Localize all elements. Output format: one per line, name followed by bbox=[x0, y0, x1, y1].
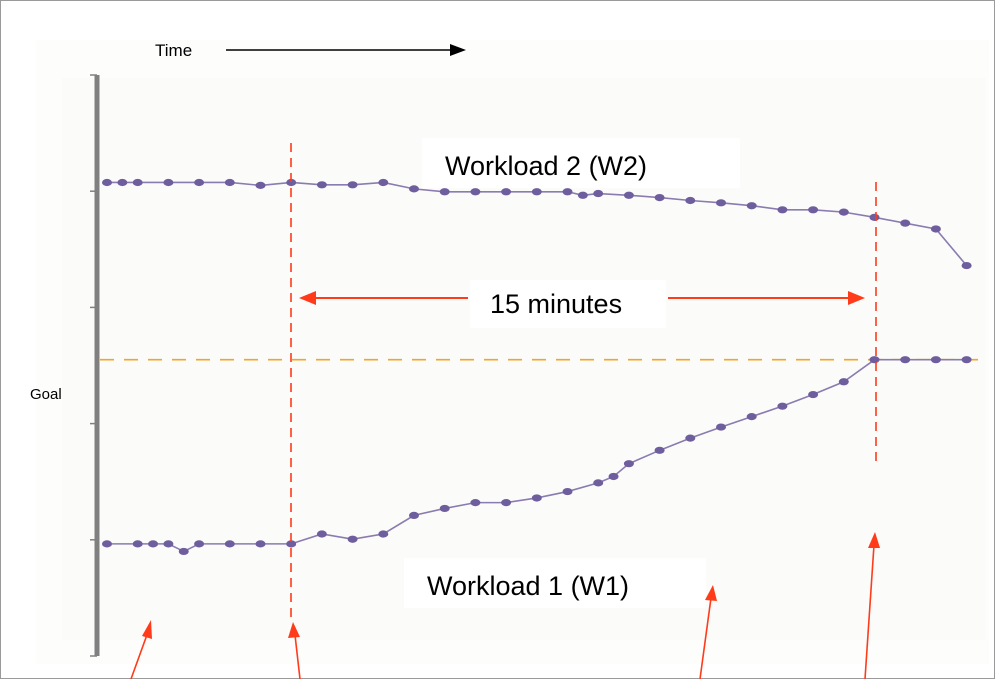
data-point-w1 bbox=[930, 356, 941, 364]
data-point-w2 bbox=[900, 219, 911, 227]
data-point-w1 bbox=[163, 540, 174, 548]
w1-label-bg bbox=[404, 558, 706, 608]
duration-label-bg bbox=[470, 280, 666, 328]
goal-label: Goal bbox=[30, 386, 62, 403]
data-point-w2 bbox=[316, 181, 327, 189]
data-point-w1 bbox=[409, 511, 419, 519]
data-point-w2 bbox=[194, 178, 205, 187]
data-point-w1 bbox=[501, 499, 512, 507]
w1-label: Workload 1 (W1) bbox=[427, 571, 629, 601]
series-line-w1 bbox=[107, 358, 967, 553]
data-point-w1 bbox=[148, 540, 159, 548]
data-point-w1 bbox=[623, 460, 634, 468]
data-point-w1 bbox=[716, 423, 726, 431]
data-point-w1 bbox=[347, 535, 358, 543]
duration-label: 15 minutes bbox=[490, 289, 622, 319]
data-point-w2 bbox=[224, 178, 235, 187]
annotation-arrowhead-4 bbox=[868, 532, 880, 548]
data-point-w1 bbox=[378, 530, 389, 538]
data-point-w2 bbox=[132, 178, 143, 187]
data-point-w1 bbox=[838, 378, 849, 386]
data-point-w2 bbox=[255, 181, 266, 189]
data-point-w1 bbox=[255, 540, 266, 548]
w2-label: Workload 2 (W2) bbox=[445, 151, 647, 181]
data-point-w1 bbox=[900, 356, 911, 364]
data-point-w1 bbox=[562, 487, 573, 496]
data-point-w2 bbox=[593, 189, 604, 198]
data-point-w1 bbox=[654, 446, 665, 454]
data-point-w1 bbox=[470, 499, 481, 507]
data-point-w2 bbox=[409, 185, 419, 193]
data-point-w1 bbox=[777, 402, 788, 410]
y-axis-ticks bbox=[90, 74, 97, 657]
data-point-w2 bbox=[808, 206, 819, 214]
data-point-w1 bbox=[286, 540, 297, 548]
data-point-w1 bbox=[608, 472, 619, 481]
data-point-w2 bbox=[930, 225, 941, 233]
data-point-w2 bbox=[117, 178, 128, 187]
data-point-w1 bbox=[102, 540, 112, 548]
data-point-w1 bbox=[224, 540, 235, 548]
data-point-w1 bbox=[961, 356, 972, 364]
data-point-w2 bbox=[562, 188, 573, 196]
annotation-arrows bbox=[130, 532, 880, 679]
data-point-w2 bbox=[531, 188, 542, 196]
duration-arrowhead-right bbox=[848, 291, 865, 305]
data-point-w2 bbox=[869, 213, 880, 221]
annotation-arrowhead-3 bbox=[705, 585, 717, 601]
annotation-arrow-3 bbox=[699, 597, 712, 679]
annotation-arrow-2 bbox=[294, 634, 301, 679]
annotation-arrow-1 bbox=[130, 631, 149, 679]
duration-arrowhead-left bbox=[299, 291, 316, 305]
data-point-w2 bbox=[777, 206, 788, 214]
w2-label-bg bbox=[422, 138, 740, 188]
data-point-w1 bbox=[132, 540, 143, 548]
data-point-w1 bbox=[316, 530, 327, 538]
data-point-w2 bbox=[470, 188, 481, 196]
data-point-w2 bbox=[347, 181, 358, 189]
annotation-arrow-4 bbox=[864, 544, 875, 679]
data-point-w2 bbox=[286, 178, 297, 187]
data-point-w2 bbox=[746, 202, 757, 210]
data-point-w1 bbox=[531, 494, 542, 502]
data-point-w1 bbox=[439, 504, 450, 513]
series-layer bbox=[102, 178, 972, 556]
data-point-w1 bbox=[194, 540, 205, 548]
annotation-arrowhead-1 bbox=[142, 620, 152, 639]
data-point-w1 bbox=[808, 390, 819, 399]
data-point-w2 bbox=[685, 196, 696, 205]
data-point-w1 bbox=[593, 479, 604, 487]
data-point-w2 bbox=[163, 178, 174, 187]
data-point-w2 bbox=[501, 188, 512, 196]
data-point-w2 bbox=[623, 191, 634, 199]
data-point-w2 bbox=[961, 261, 972, 270]
data-point-w2 bbox=[716, 199, 726, 207]
time-label: Time bbox=[155, 41, 192, 60]
data-point-w1 bbox=[178, 547, 189, 556]
data-point-w2 bbox=[838, 208, 849, 216]
annotation-arrowhead-2 bbox=[288, 622, 300, 638]
data-point-w1 bbox=[746, 413, 757, 421]
data-point-w1 bbox=[869, 356, 880, 364]
data-point-w2 bbox=[577, 191, 588, 199]
data-point-w2 bbox=[378, 178, 389, 187]
data-point-w2 bbox=[654, 193, 665, 202]
data-point-w2 bbox=[102, 178, 112, 187]
data-point-w1 bbox=[685, 434, 696, 442]
time-arrow-head bbox=[450, 44, 466, 56]
data-point-w2 bbox=[439, 188, 450, 196]
